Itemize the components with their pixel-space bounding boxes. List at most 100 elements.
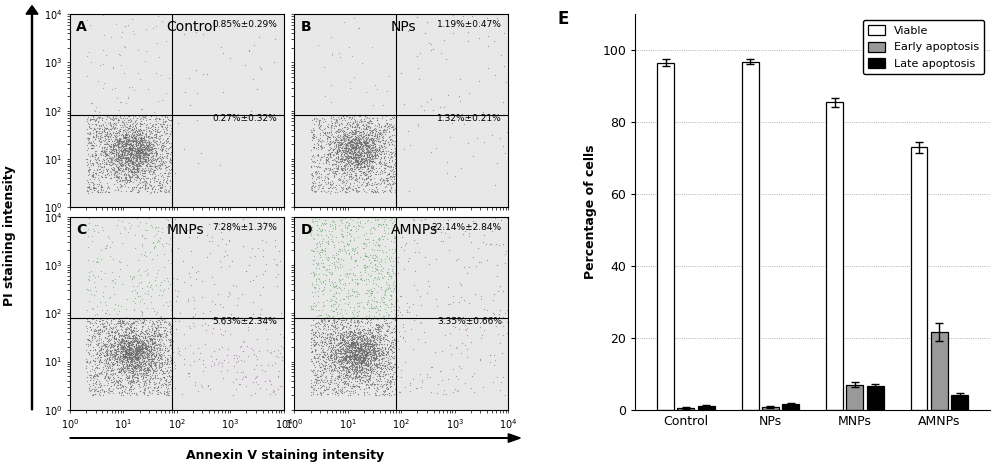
Point — [143, 181, 159, 188]
Point — [82, 367, 98, 375]
Point — [144, 122, 160, 130]
Point — [360, 362, 376, 369]
Point — [374, 170, 390, 177]
Point — [362, 147, 378, 154]
Point — [122, 118, 138, 126]
Point — [127, 347, 143, 355]
Point — [134, 129, 150, 137]
Point — [136, 349, 152, 357]
Point — [310, 328, 326, 335]
Point — [374, 133, 390, 141]
Point — [354, 340, 370, 348]
Point — [132, 184, 148, 191]
Point — [441, 233, 457, 241]
Point — [335, 232, 351, 240]
Point — [88, 157, 104, 164]
Point — [330, 153, 346, 160]
Point — [141, 351, 157, 358]
Point — [129, 153, 145, 161]
Point — [319, 135, 335, 142]
Point — [304, 136, 320, 143]
Point — [107, 329, 123, 336]
Point — [333, 286, 349, 293]
Point — [371, 146, 387, 154]
Point — [436, 103, 452, 111]
Point — [367, 349, 383, 357]
Point — [351, 149, 367, 157]
Point — [133, 166, 149, 174]
Point — [136, 347, 152, 355]
Point — [386, 121, 402, 128]
Point — [134, 164, 150, 171]
Point — [363, 315, 379, 323]
Point — [351, 362, 367, 369]
Point — [350, 322, 366, 329]
Point — [373, 122, 389, 130]
Point — [358, 156, 374, 163]
Point — [120, 357, 136, 365]
Point — [322, 152, 338, 159]
Point — [143, 345, 159, 352]
Point — [110, 384, 126, 391]
Point — [355, 135, 371, 142]
Point — [142, 141, 158, 149]
Point — [122, 143, 138, 150]
Point — [106, 119, 122, 126]
Point — [310, 353, 326, 361]
Point — [344, 130, 360, 138]
Point — [131, 346, 147, 354]
Point — [163, 301, 179, 309]
Point — [337, 146, 353, 154]
Point — [105, 352, 121, 359]
Point — [94, 134, 110, 141]
Point — [109, 163, 125, 171]
Point — [383, 183, 399, 190]
Point — [134, 348, 150, 355]
Point — [332, 280, 348, 287]
Point — [350, 144, 366, 151]
Point — [148, 140, 164, 147]
Point — [367, 355, 383, 362]
Point — [132, 335, 148, 342]
Point — [122, 341, 138, 349]
Point — [153, 352, 169, 359]
Point — [336, 335, 352, 343]
Point — [112, 353, 128, 361]
Point — [369, 334, 385, 341]
Point — [382, 187, 398, 194]
Point — [347, 341, 363, 349]
Point — [125, 27, 141, 35]
Point — [365, 357, 381, 364]
Point — [307, 354, 323, 361]
Point — [207, 220, 223, 228]
Point — [80, 150, 96, 157]
Point — [152, 154, 168, 162]
Point — [356, 364, 372, 372]
Point — [135, 343, 151, 350]
Point — [113, 187, 129, 195]
Point — [343, 146, 359, 154]
Point — [322, 140, 338, 147]
Point — [347, 119, 363, 126]
Point — [80, 114, 96, 121]
Point — [310, 173, 326, 181]
Point — [150, 317, 166, 324]
Point — [369, 151, 385, 158]
Point — [360, 377, 376, 384]
Point — [352, 340, 368, 348]
Point — [383, 214, 399, 222]
Point — [87, 121, 103, 128]
Point — [154, 96, 170, 104]
Point — [89, 361, 105, 369]
Point — [348, 351, 364, 359]
Point — [307, 375, 323, 383]
Point — [91, 365, 107, 372]
Point — [234, 290, 250, 297]
Point — [354, 337, 370, 344]
Point — [140, 141, 156, 148]
Point — [305, 332, 321, 339]
Point — [134, 147, 150, 155]
Point — [344, 353, 360, 360]
Point — [328, 181, 344, 189]
Point — [139, 353, 155, 361]
